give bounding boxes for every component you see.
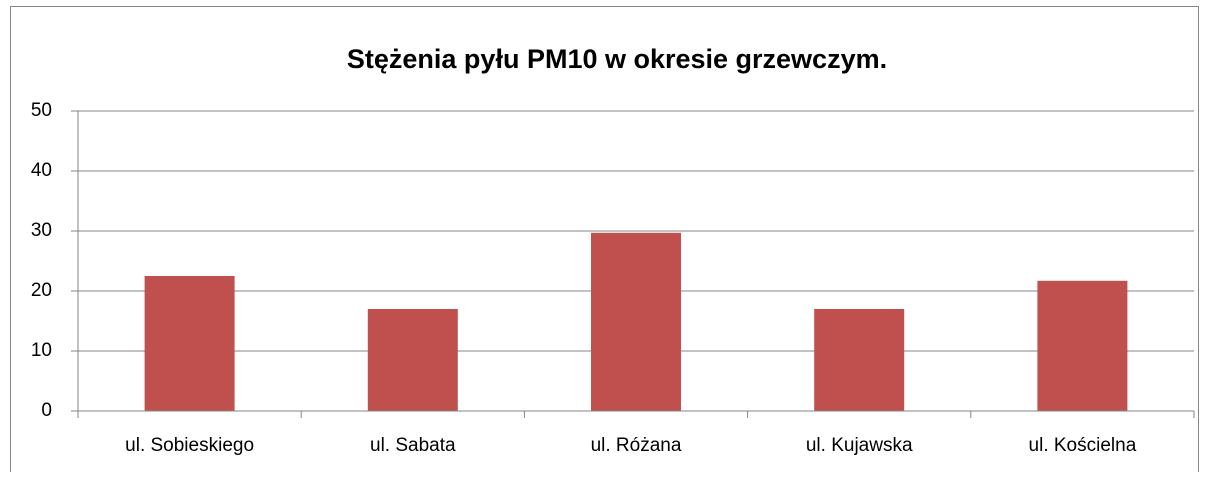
x-tick-label: ul. Kujawska [806,435,913,456]
bar [814,309,905,411]
chart-title: Stężenia pyłu PM10 w okresie grzewczym. [347,44,887,74]
y-tick-label: 30 [31,220,52,241]
y-tick-label: 50 [31,100,52,121]
x-tick-label: ul. Sabata [370,435,456,456]
bar [367,309,458,411]
y-tick-label: 10 [31,340,52,361]
bar [1037,280,1128,411]
y-tick-label: 0 [41,400,52,421]
y-tick-label: 20 [31,280,52,301]
bar [144,276,235,411]
y-tick-label: 40 [31,160,52,181]
x-tick-label: ul. Sobieskiego [125,435,254,456]
bar [591,232,681,411]
x-tick-label: ul. Różana [591,435,682,456]
x-tick-label: ul. Kościelna [1029,435,1137,456]
